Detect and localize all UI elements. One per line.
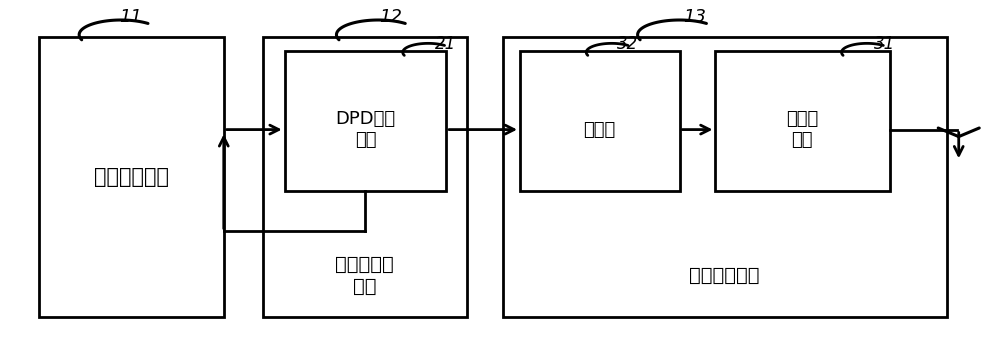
- Bar: [520, 51, 680, 191]
- Bar: [285, 51, 446, 191]
- Text: 滤波器: 滤波器: [584, 121, 616, 138]
- Text: 31: 31: [874, 35, 896, 53]
- Bar: [503, 36, 947, 318]
- Text: 集中处理单元: 集中处理单元: [94, 167, 169, 187]
- Text: 分布式处理
单元: 分布式处理 单元: [335, 255, 394, 296]
- Bar: [263, 36, 467, 318]
- Text: DPD处理
模块: DPD处理 模块: [335, 110, 395, 149]
- Text: 功率放
大器: 功率放 大器: [786, 110, 818, 149]
- Text: 射频拉远单元: 射频拉远单元: [689, 266, 760, 285]
- Bar: [39, 36, 224, 318]
- Text: 12: 12: [379, 8, 402, 26]
- Bar: [715, 51, 890, 191]
- Text: 32: 32: [617, 35, 638, 53]
- Text: 11: 11: [120, 8, 143, 26]
- Text: 13: 13: [683, 8, 706, 26]
- Text: 21: 21: [435, 35, 456, 53]
